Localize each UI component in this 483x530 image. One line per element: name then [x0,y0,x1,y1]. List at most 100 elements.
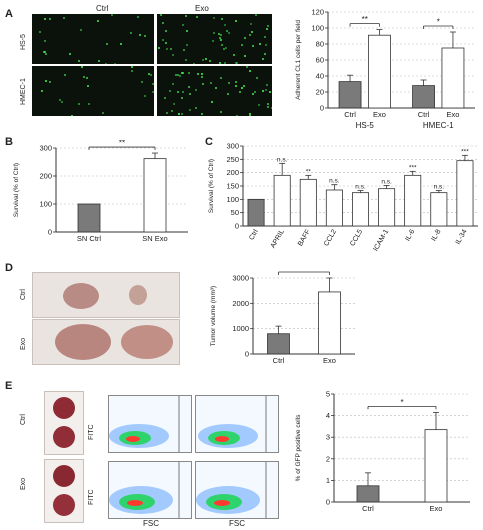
fluorescent-cell [267,106,270,108]
fluorescent-cell [182,24,185,26]
fluorescent-cell [270,107,272,109]
fluorescent-cell [119,42,122,45]
fluorescent-cell [221,44,224,46]
fluorescent-cell [249,33,251,36]
fluorescent-cell [166,47,169,50]
fluorescent-cell [62,16,65,19]
fluorescent-cell [165,30,168,32]
fluorescent-cell [232,54,235,56]
panel-letter-d: D [5,262,13,274]
chartA-ytick-label: 120 [311,8,324,17]
fluorescent-cell [88,103,91,105]
tumor-photo-exo [32,319,180,365]
fluorescent-cell [150,73,153,76]
chartC-x-tick-label: BAFF [297,229,312,248]
chartC-ytick-label: 150 [226,182,239,191]
fluorescent-cell [80,66,83,68]
e-tumor-ctrl-2 [53,426,75,448]
fluorescent-cell [213,31,216,34]
chartE-x-tick-label: Exo [430,504,443,513]
fluorescent-cell [181,112,184,115]
chartB-ytick-label: 200 [39,172,52,181]
fluorescent-cell [44,40,47,42]
chartA-bar-exo [441,47,465,109]
fluorescent-cell [201,59,204,61]
fluorescent-cell [219,37,222,39]
fluorescent-cell [61,100,64,103]
chartB-ytick-label: 300 [39,144,52,153]
fluorescent-cell [184,15,187,17]
fluorescent-cell [220,39,223,41]
fluorescent-cell [160,14,163,16]
fluorescent-cell [197,73,200,75]
fluorescent-cell [236,61,239,64]
chartC-ytick-label: 200 [226,168,239,177]
fluorescent-cell [196,15,199,18]
fluorescent-cell [228,82,231,84]
chartC-ytick-label: 250 [226,155,239,164]
chartD-ytick-label: 2000 [232,299,249,308]
fluorescent-cell [151,90,154,93]
fluorescent-cell [97,59,100,62]
fluorescent-cell [111,14,114,16]
chartA-x-tick-label: Ctrl [344,110,356,119]
fluorescent-cell [261,90,264,92]
fluorescent-cell [49,81,52,83]
micrograph-hs5-ctrl [32,14,154,64]
fluorescent-cell [144,95,147,97]
fluorescent-cell [86,85,89,87]
chartE-ytick-label: 0 [326,498,330,507]
flow-density-exo-1 [109,462,180,518]
chartD-x-tick-label: Exo [323,356,336,365]
photo-row-ctrl: Ctrl [20,289,27,300]
fluorescent-cell [158,47,161,49]
photo-row-exo: Exo [20,337,27,350]
fluorescent-cell [211,101,214,103]
chartC-bar-ccl2 [325,189,343,227]
tumor-exo-2 [121,325,173,359]
chartD-ytick-label: 3000 [232,274,249,283]
fluorescent-cell [147,73,150,75]
fluorescent-cell [168,89,171,92]
fluorescent-cell [68,53,71,55]
fluorescent-cell [267,102,270,105]
chartD-y-label: Tumor volume (mm³) [210,286,217,346]
fluorescent-cell [267,24,270,27]
tumor-exo-1 [55,324,111,360]
chartC-sig-label: n.s. [277,156,288,163]
fluorescent-cell [78,103,81,105]
fluorescent-cell [265,88,268,91]
chart-d: 0 1000 2000 3000 Tumor volume (mm³) Ctrl Exo * [210,268,355,365]
fluorescent-cell [266,83,269,86]
fluorescent-cell [266,27,269,30]
fluorescent-cell [130,66,133,68]
chartE-bar-ctrl [356,485,380,503]
chartC-x-tick-label: Ctrl [248,228,260,241]
fluorescent-cell [223,24,226,26]
fluorescent-cell [200,75,203,78]
chartD-bar-exo [318,291,341,355]
fluorescent-cell [252,92,255,95]
tumor-ctrl-1 [63,283,99,309]
chartC-ytick-label: 0 [235,222,239,231]
chartA-ytick-label: 40 [316,72,324,81]
fluorescent-cell [96,20,99,22]
micrograph-hmec1-exo [157,66,272,116]
fluorescent-cell [252,45,255,47]
chartA-group-label: HMEC-1 [423,121,454,130]
fluorescent-cell [161,21,164,24]
fluorescent-cell [113,62,116,64]
fluorescent-cell [243,85,246,87]
chartC-bar-baff [299,178,317,227]
flow-plot-ctrl-1 [108,395,192,453]
fluorescent-cell [235,80,238,83]
fluorescent-cell [173,103,176,105]
fluorescent-cell [259,43,262,45]
fluorescent-cell [220,111,223,113]
panel-letter-b: B [5,136,13,148]
fluorescent-cell [235,85,238,87]
fluorescent-cell [223,62,226,64]
fluorescent-cell [227,92,230,95]
flow-density-ctrl-1 [109,396,180,452]
fluorescent-cell [40,90,43,92]
